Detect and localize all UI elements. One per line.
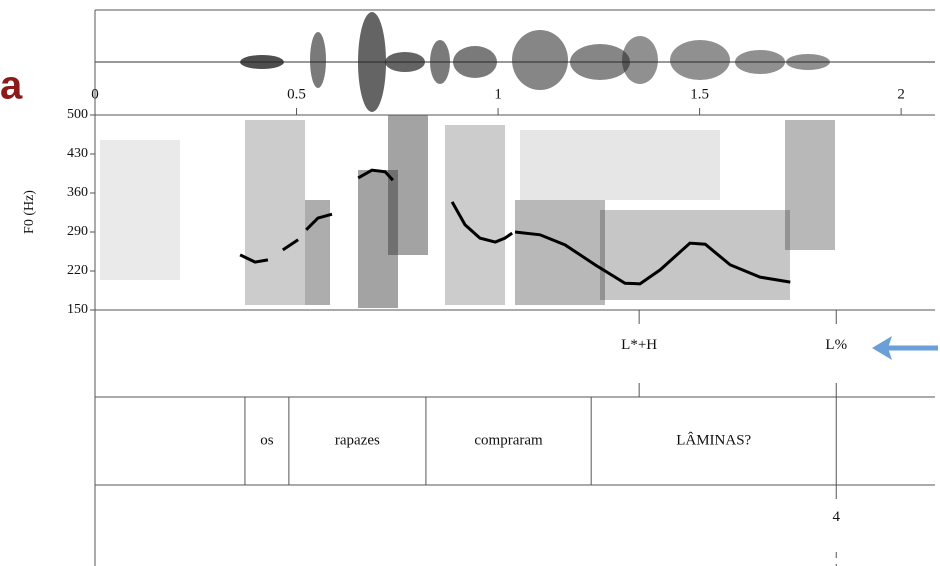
x-tick-label: 1	[494, 86, 502, 102]
point-label: L%	[825, 337, 847, 353]
interval-label: rapazes	[335, 432, 380, 448]
y-tick-label: 500	[67, 107, 88, 122]
point-label: 4	[832, 509, 840, 525]
point-label: L*+H	[621, 337, 657, 353]
interval-label: os	[260, 432, 274, 448]
arrow	[872, 336, 938, 360]
waveform	[95, 12, 935, 112]
y-tick-label: 220	[67, 263, 88, 278]
y-tick-label: 290	[67, 224, 88, 239]
x-tick-label: 1.5	[690, 86, 709, 102]
y-axis-label: F0 (Hz)	[22, 190, 37, 234]
x-tick-label: 0.5	[287, 86, 306, 102]
x-tick-label: 0	[91, 86, 99, 102]
interval-label: LÂMINAS?	[676, 431, 751, 448]
fragment-letter: a	[0, 64, 23, 108]
interval-label: compraram	[474, 432, 543, 448]
y-tick-label: 150	[67, 302, 88, 317]
y-tick-label: 430	[67, 146, 88, 161]
f0-contour	[239, 168, 791, 286]
x-tick-label: 2	[897, 86, 905, 102]
y-tick-label: 360	[67, 185, 88, 200]
spectrogram	[100, 115, 835, 308]
